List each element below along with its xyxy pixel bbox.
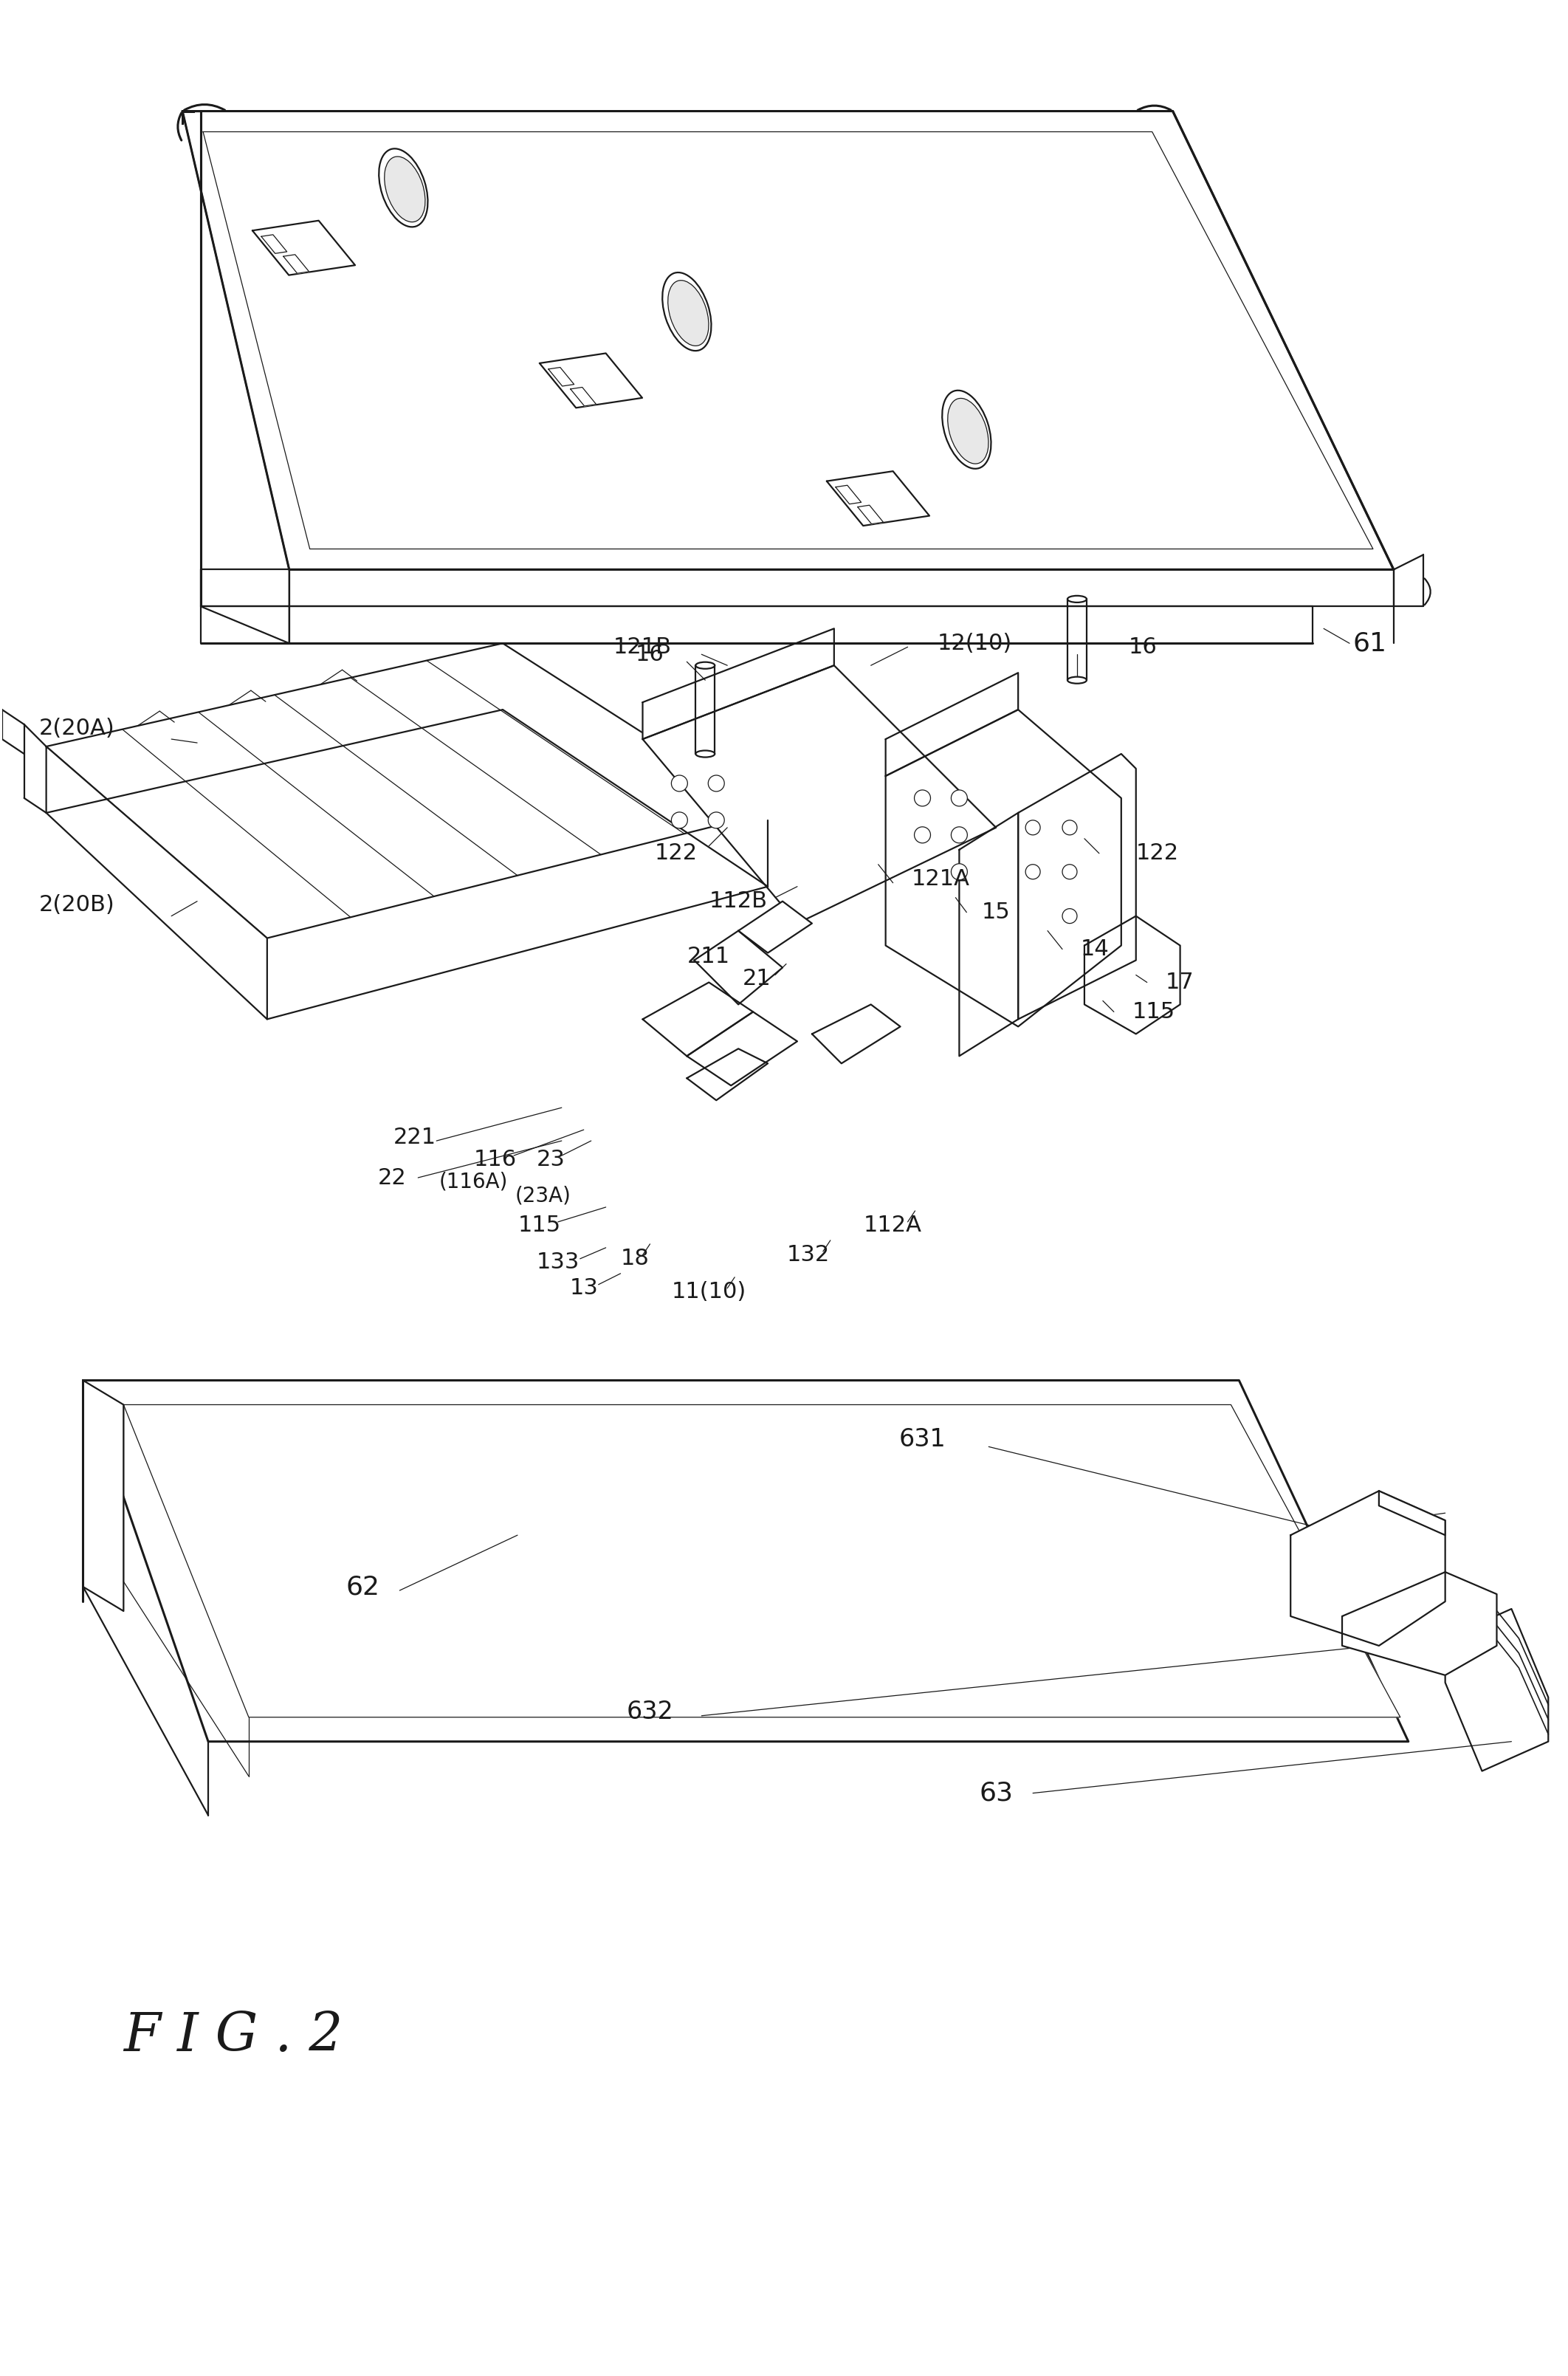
Polygon shape — [1342, 1573, 1497, 1675]
Ellipse shape — [952, 827, 967, 843]
Polygon shape — [83, 1380, 124, 1611]
Ellipse shape — [1025, 865, 1040, 879]
Polygon shape — [836, 485, 861, 504]
Polygon shape — [643, 981, 753, 1055]
Text: 115: 115 — [517, 1214, 561, 1236]
Ellipse shape — [696, 663, 715, 668]
Polygon shape — [1290, 1490, 1446, 1647]
Polygon shape — [182, 112, 1394, 570]
Text: 221: 221 — [394, 1126, 436, 1148]
Text: 112A: 112A — [864, 1214, 922, 1236]
Ellipse shape — [671, 813, 687, 829]
Ellipse shape — [709, 813, 724, 829]
Text: 61: 61 — [1353, 630, 1388, 656]
Text: 23: 23 — [536, 1148, 564, 1169]
Text: 2(20B): 2(20B) — [39, 893, 114, 915]
Ellipse shape — [914, 789, 930, 805]
Polygon shape — [812, 1005, 900, 1064]
Text: 18: 18 — [621, 1247, 649, 1269]
Ellipse shape — [1025, 820, 1040, 834]
Text: 14: 14 — [1080, 939, 1109, 960]
Polygon shape — [643, 630, 834, 739]
Polygon shape — [960, 813, 1018, 1055]
Ellipse shape — [1068, 677, 1087, 684]
Polygon shape — [549, 368, 574, 387]
Text: 115: 115 — [1132, 1000, 1174, 1022]
Polygon shape — [1378, 1490, 1446, 1535]
Ellipse shape — [696, 751, 715, 758]
Text: 132: 132 — [787, 1245, 829, 1266]
Text: 632: 632 — [627, 1699, 674, 1725]
Polygon shape — [695, 931, 782, 1005]
Ellipse shape — [709, 775, 724, 791]
Polygon shape — [858, 506, 883, 525]
Text: 16: 16 — [635, 644, 665, 665]
Polygon shape — [643, 665, 996, 924]
Text: 16: 16 — [1129, 637, 1157, 658]
Text: 12(10): 12(10) — [938, 632, 1011, 653]
Polygon shape — [83, 1380, 1408, 1742]
Text: (23A): (23A) — [516, 1186, 571, 1207]
Text: F I G . 2: F I G . 2 — [124, 2010, 343, 2062]
Polygon shape — [739, 901, 812, 953]
Polygon shape — [1018, 753, 1135, 1019]
Text: 121A: 121A — [911, 870, 969, 891]
Polygon shape — [539, 354, 643, 409]
Ellipse shape — [942, 390, 991, 468]
Text: 17: 17 — [1165, 972, 1193, 993]
Polygon shape — [1085, 917, 1181, 1034]
Polygon shape — [45, 746, 267, 1019]
Polygon shape — [571, 387, 596, 406]
Polygon shape — [124, 1404, 1400, 1718]
Text: 2(20A): 2(20A) — [39, 718, 114, 739]
Polygon shape — [252, 221, 354, 276]
Ellipse shape — [1063, 820, 1077, 834]
Text: 62: 62 — [347, 1575, 379, 1599]
Polygon shape — [687, 1012, 797, 1086]
Text: 11(10): 11(10) — [671, 1281, 746, 1302]
Ellipse shape — [662, 273, 712, 352]
Text: 121B: 121B — [613, 637, 671, 658]
Polygon shape — [182, 112, 289, 644]
Text: 122: 122 — [654, 843, 698, 865]
Ellipse shape — [379, 150, 428, 228]
Polygon shape — [201, 570, 1394, 606]
Ellipse shape — [947, 399, 988, 463]
Text: 133: 133 — [536, 1252, 580, 1274]
Polygon shape — [1446, 1609, 1548, 1770]
Text: 122: 122 — [1135, 843, 1179, 865]
Text: 15: 15 — [982, 901, 1010, 922]
Text: 63: 63 — [978, 1780, 1013, 1806]
Text: 116: 116 — [474, 1148, 517, 1169]
Text: 21: 21 — [743, 967, 771, 988]
Text: 112B: 112B — [709, 891, 767, 912]
Ellipse shape — [952, 865, 967, 879]
Polygon shape — [687, 1048, 768, 1100]
Ellipse shape — [671, 775, 687, 791]
Polygon shape — [826, 470, 930, 525]
Ellipse shape — [914, 827, 930, 843]
Ellipse shape — [384, 157, 425, 221]
Text: 631: 631 — [898, 1428, 946, 1452]
Ellipse shape — [668, 280, 709, 347]
Text: 13: 13 — [569, 1278, 597, 1300]
Ellipse shape — [952, 789, 967, 805]
Text: 211: 211 — [687, 946, 731, 967]
Polygon shape — [262, 235, 287, 254]
Text: (116A): (116A) — [439, 1171, 508, 1193]
Ellipse shape — [1068, 596, 1087, 604]
Text: 22: 22 — [378, 1167, 406, 1188]
Ellipse shape — [1063, 865, 1077, 879]
Polygon shape — [284, 254, 309, 273]
Polygon shape — [886, 672, 1018, 777]
Ellipse shape — [1063, 908, 1077, 924]
Polygon shape — [886, 710, 1121, 1026]
Polygon shape — [45, 644, 768, 939]
